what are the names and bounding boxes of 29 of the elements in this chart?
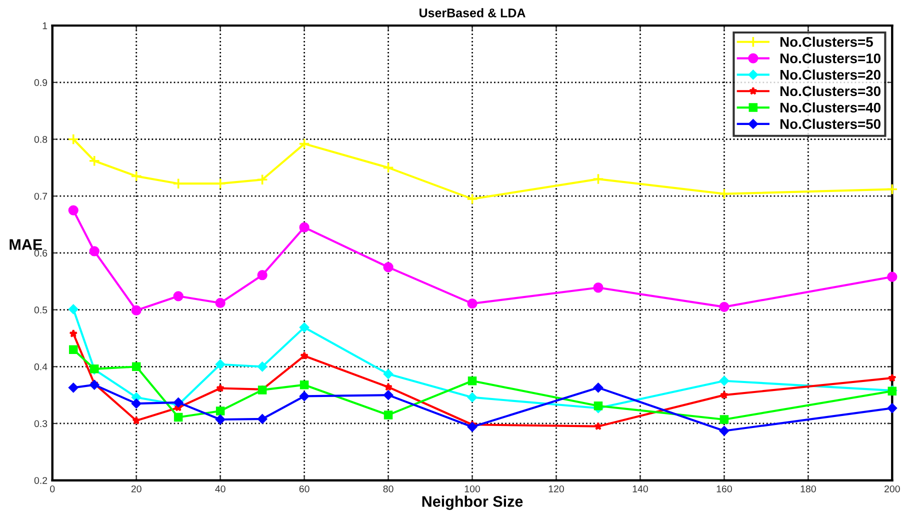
x-tick-label: 120 bbox=[548, 485, 564, 492]
chart-title: UserBased & LDA bbox=[420, 8, 526, 18]
legend-label: No.Clusters=10 bbox=[780, 53, 880, 64]
x-tick-label: 0 bbox=[50, 485, 55, 492]
x-tick-label: 140 bbox=[632, 485, 648, 492]
y-tick-label: 0.4 bbox=[34, 363, 48, 370]
y-tick-label: 0.6 bbox=[34, 250, 48, 257]
y-tick-label: 0.9 bbox=[34, 79, 48, 86]
y-tick-label: 1 bbox=[42, 22, 48, 30]
legend-label: No.Clusters=30 bbox=[780, 86, 880, 96]
x-tick-label: 80 bbox=[383, 485, 394, 492]
y-tick-label: 0.7 bbox=[34, 192, 48, 200]
x-tick-label: 180 bbox=[800, 485, 816, 492]
legend-label: No.Clusters=50 bbox=[780, 118, 880, 129]
legend-label: No.Clusters=5 bbox=[780, 36, 873, 47]
x-tick-label: 100 bbox=[464, 485, 480, 492]
y-tick-label: 0.3 bbox=[34, 420, 48, 428]
x-tick-label: 20 bbox=[131, 485, 142, 492]
y-tick-label: 0.2 bbox=[34, 477, 48, 484]
x-tick-label: 160 bbox=[716, 485, 732, 492]
legend-label: No.Clusters=20 bbox=[780, 70, 880, 80]
x-tick-label: 60 bbox=[299, 485, 310, 492]
y-axis-title: MAE bbox=[10, 239, 42, 250]
x-tick-label: 200 bbox=[884, 485, 900, 492]
y-tick-label: 0.5 bbox=[34, 306, 48, 314]
x-axis-title: Neighbor Size bbox=[422, 496, 523, 510]
legend-label: No.Clusters=40 bbox=[780, 102, 880, 113]
x-tick-label: 40 bbox=[215, 485, 226, 492]
y-tick-label: 0.8 bbox=[34, 136, 48, 143]
